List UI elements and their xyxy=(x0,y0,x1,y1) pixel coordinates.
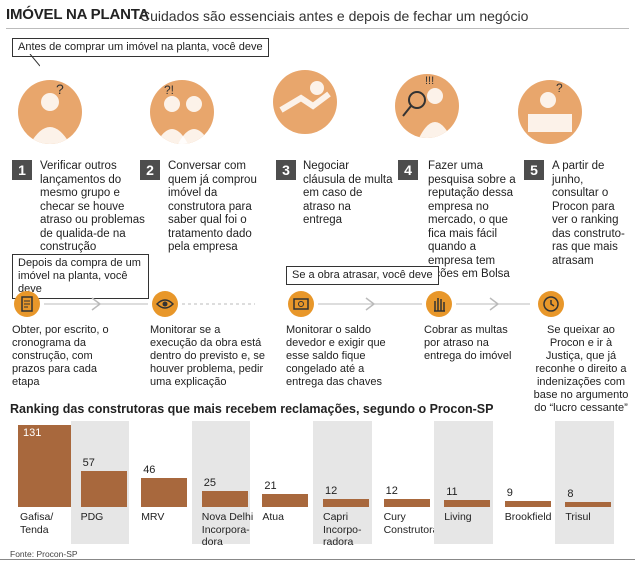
magnifier-illustration-icon: !!! xyxy=(395,74,459,138)
bar xyxy=(18,425,74,507)
document-icon xyxy=(14,291,40,317)
delay-item-1: Monitorar o saldo devedor e exigir que e… xyxy=(286,324,386,388)
bar-value-label: 12 xyxy=(385,485,398,498)
step-text-4: Fazer uma pesquisa sobre a reputação des… xyxy=(428,160,516,280)
bar xyxy=(323,499,369,507)
category-label: Nova Delhi Incorpora-dora xyxy=(201,511,254,548)
chart-title: Ranking das construtoras que mais recebe… xyxy=(10,402,494,416)
category-label: Living xyxy=(444,511,472,523)
before-section-label: Antes de comprar um imóvel na planta, vo… xyxy=(12,38,269,57)
step-number-2: 2 xyxy=(140,160,160,180)
bar-value-label: 8 xyxy=(567,487,574,500)
after-section-label: Depois da compra de um imóvel na planta,… xyxy=(12,254,149,299)
column-band xyxy=(434,421,493,544)
hand-icon xyxy=(426,291,452,317)
person-doubt-illustration-icon: ? xyxy=(18,80,82,144)
after-item-2: Monitorar se a execução da obra está den… xyxy=(150,324,265,388)
category-label: Atua xyxy=(262,511,284,523)
clock-icon xyxy=(538,291,564,317)
step-number-3: 3 xyxy=(276,160,296,180)
bar xyxy=(383,499,430,507)
svg-text:?: ? xyxy=(56,81,64,97)
svg-text:?!: ?! xyxy=(164,83,174,97)
handshake-illustration-icon xyxy=(273,70,337,134)
category-label: MRV xyxy=(141,511,165,523)
bar-value-label: 25 xyxy=(203,477,217,490)
bar xyxy=(262,493,309,507)
bar-value-label: 131 xyxy=(23,427,42,439)
bar-value-label: 46 xyxy=(143,464,156,477)
computer-user-illustration-icon: ? xyxy=(518,80,582,144)
eye-icon xyxy=(152,291,178,317)
bar-value-label: 12 xyxy=(325,485,338,498)
bar xyxy=(141,478,188,507)
category-label: Gafisa/ Tenda xyxy=(20,511,54,536)
bottom-divider xyxy=(0,559,635,560)
step-text-1: Verificar outros lançamentos do mesmo gr… xyxy=(40,160,145,253)
category-label: PDG xyxy=(80,511,104,523)
category-label: Capri Incorpo-radora xyxy=(323,511,362,548)
bar-value-label: 57 xyxy=(82,457,95,470)
step-number-1: 1 xyxy=(12,160,32,180)
bar-value-label: 21 xyxy=(264,479,277,492)
step-text-5: A partir de junho, consultar o Procon pa… xyxy=(552,160,625,267)
bar-value-label: 11 xyxy=(446,486,458,499)
svg-text:?: ? xyxy=(556,81,563,95)
page-subtitle: Cuidados são essenciais antes e depois d… xyxy=(140,8,529,24)
step-text-3: Negociar cláusula de multa em caso de at… xyxy=(303,160,393,226)
people-talking-illustration-icon: ?! xyxy=(150,80,214,144)
money-icon xyxy=(288,291,314,317)
category-label: Brookfield xyxy=(504,511,552,523)
bar xyxy=(80,471,127,507)
category-label: Trisul xyxy=(565,511,591,523)
after-item-1: Obter, por escrito, o cronograma da cons… xyxy=(12,324,109,388)
category-label: Cury Construtora xyxy=(383,511,439,536)
bar-value-label: 9 xyxy=(506,487,513,500)
bar xyxy=(201,491,248,507)
step-number-5: 5 xyxy=(524,160,544,180)
label-pointer xyxy=(29,54,40,67)
step-number-4: 4 xyxy=(398,160,418,180)
delay-item-3: Se queixar ao Procon e ir à Justiça, que… xyxy=(533,324,629,414)
column-band xyxy=(191,421,251,544)
delay-section-label: Se a obra atrasar, você deve xyxy=(286,266,439,285)
step-text-2: Conversar com quem já comprou imóvel da … xyxy=(168,160,257,253)
title-divider xyxy=(6,28,629,29)
bar xyxy=(504,501,551,507)
column-band xyxy=(555,421,614,544)
bar xyxy=(565,501,612,507)
bar xyxy=(444,500,491,507)
column-band xyxy=(313,421,372,544)
source-note: Fonte: Procon-SP xyxy=(10,549,78,559)
svg-text:!!!: !!! xyxy=(425,75,434,87)
page-title: IMÓVEL NA PLANTA xyxy=(6,6,150,23)
timeline-lines xyxy=(44,297,530,311)
delay-item-2: Cobrar as multas por atraso na entrega d… xyxy=(424,324,512,362)
